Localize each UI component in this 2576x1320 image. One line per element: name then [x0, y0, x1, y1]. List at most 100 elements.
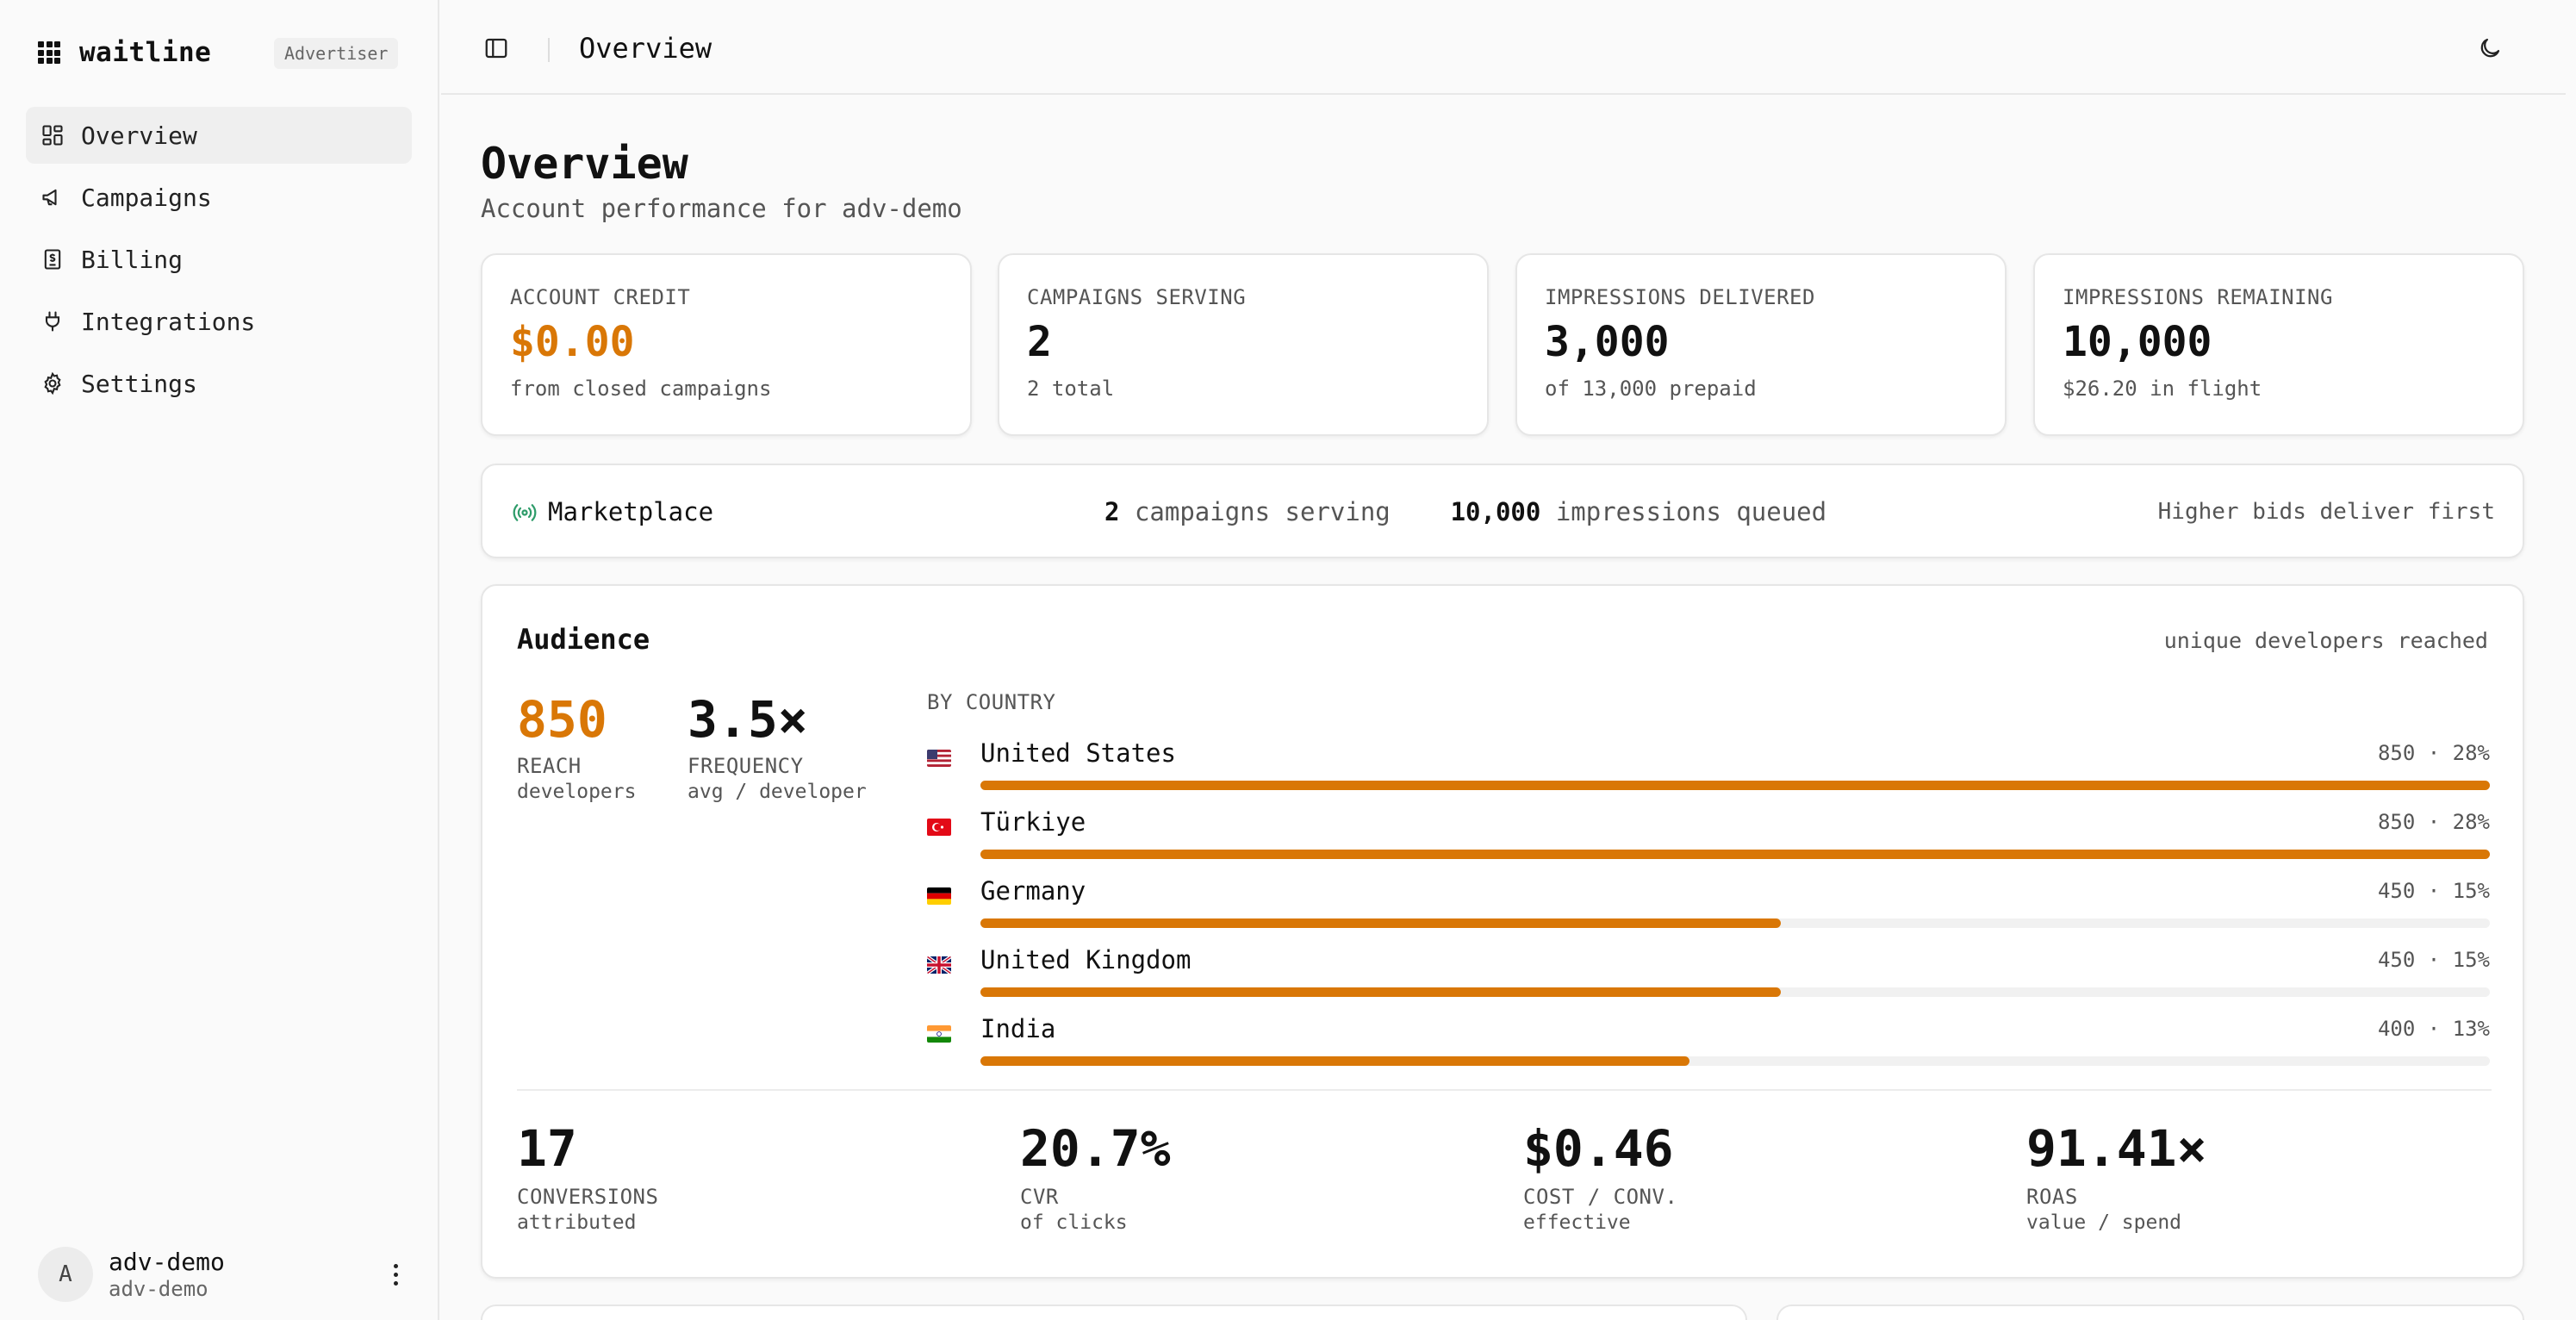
- user-profile[interactable]: A adv-demo adv-demo: [38, 1244, 408, 1304]
- kpi-sub: effective: [1523, 1211, 1631, 1234]
- receipt-icon: [40, 246, 65, 272]
- country-name: Türkiye: [980, 807, 1086, 837]
- kpi-roas: 91.41× ROAS value / spend: [2026, 1118, 2207, 1236]
- stat-sub: of 13,000 prepaid: [1545, 377, 1757, 401]
- dashboard-icon: [40, 122, 65, 148]
- kpi-cost-per-conversion: $0.46 COST / CONV. effective: [1523, 1118, 1677, 1236]
- kpi-sub: attributed: [517, 1211, 637, 1234]
- user-account: adv-demo: [109, 1277, 208, 1301]
- flag-gb-icon: [927, 956, 951, 974]
- reach-label: REACH: [517, 754, 582, 778]
- country-bar-fill: [980, 781, 2490, 790]
- header-title: Overview: [579, 32, 712, 65]
- stat-label: IMPRESSIONS DELIVERED: [1545, 285, 1815, 309]
- impressions-text: impressions queued: [1555, 497, 1827, 526]
- country-name: United Kingdom: [980, 945, 1192, 974]
- country-bar-fill: [980, 918, 1781, 928]
- country-bar-track: [980, 850, 2490, 859]
- country-bar-track: [980, 1056, 2490, 1066]
- header-divider: [548, 38, 550, 62]
- moon-icon: [2480, 38, 2500, 58]
- sidebar-item-label: Overview: [81, 121, 197, 150]
- audience-title: Audience: [517, 623, 650, 656]
- kpi-value: 91.41×: [2026, 1119, 2207, 1178]
- stat-label: ACCOUNT CREDIT: [510, 285, 691, 309]
- sidebar-item-label: Campaigns: [81, 183, 212, 212]
- country-row: Türkiye 850 · 28%: [927, 805, 2490, 874]
- kpi-label: CVR: [1020, 1185, 1059, 1209]
- brand-name: waitline: [79, 37, 212, 68]
- stat-sub: 2 total: [1027, 377, 1115, 401]
- sidebar-item-label: Integrations: [81, 307, 256, 336]
- kpi-conversions: 17 CONVERSIONS attributed: [517, 1118, 658, 1236]
- sidebar-toggle-icon: [485, 38, 507, 59]
- country-stat: 850 · 28%: [2377, 810, 2490, 834]
- megaphone-icon: [40, 184, 65, 210]
- stat-label: IMPRESSIONS REMAINING: [2063, 285, 2333, 309]
- next-card-left: [481, 1304, 1747, 1320]
- kpi-label: COST / CONV.: [1523, 1185, 1678, 1209]
- country-name: United States: [980, 738, 1176, 768]
- marketplace-card: Marketplace 2 campaigns serving 10,000 i…: [481, 464, 2524, 558]
- gear-icon: [40, 370, 65, 396]
- sidebar-item-overview[interactable]: Overview: [26, 107, 412, 164]
- country-stat: 400 · 13%: [2377, 1017, 2490, 1041]
- role-badge: Advertiser: [274, 38, 399, 69]
- sidebar-item-billing[interactable]: Billing: [26, 231, 412, 288]
- frequency-value: 3.5×: [688, 690, 808, 749]
- stat-value: 10,000: [2063, 318, 2212, 366]
- sidebar-item-label: Settings: [81, 369, 197, 398]
- country-row: United Kingdom 450 · 15%: [927, 943, 2490, 1012]
- sidebar-toggle-button[interactable]: [481, 33, 512, 64]
- broadcast-icon: [513, 504, 537, 521]
- page-subtitle: Account performance for adv-demo: [481, 194, 962, 223]
- country-row: United States 850 · 28%: [927, 736, 2490, 805]
- flag-de-icon: [927, 887, 951, 905]
- reach-value: 850: [517, 690, 607, 749]
- reach-sub: developers: [517, 781, 637, 803]
- sidebar-item-campaigns[interactable]: Campaigns: [26, 169, 412, 226]
- country-bar-track: [980, 781, 2490, 790]
- country-bar-track: [980, 918, 2490, 928]
- stat-label: CAMPAIGNS SERVING: [1027, 285, 1247, 309]
- country-row: India 400 · 13%: [927, 1012, 2490, 1080]
- impressions-count: 10,000: [1450, 497, 1541, 526]
- country-bar-track: [980, 987, 2490, 997]
- stat-value: 3,000: [1545, 318, 1670, 366]
- sidebar-item-integrations[interactable]: Integrations: [26, 293, 412, 350]
- flag-in-icon: [927, 1025, 951, 1043]
- page-title: Overview: [481, 139, 688, 189]
- country-bar-fill: [980, 1056, 1690, 1066]
- campaigns-text: campaigns serving: [1134, 497, 1391, 526]
- kpi-cvr: 20.7% CVR of clicks: [1020, 1118, 1171, 1236]
- country-bar-fill: [980, 987, 1781, 997]
- flag-us-icon: [927, 750, 951, 767]
- theme-toggle-button[interactable]: [2474, 33, 2505, 64]
- stat-card-campaigns-serving: CAMPAIGNS SERVING 2 2 total: [998, 253, 1489, 436]
- sidebar-item-settings[interactable]: Settings: [26, 355, 412, 412]
- audience-card: Audience unique developers reached 850 R…: [481, 584, 2524, 1279]
- kpi-label: CONVERSIONS: [517, 1185, 659, 1209]
- stat-card-impressions-remaining: IMPRESSIONS REMAINING 10,000 $26.20 in f…: [2033, 253, 2524, 436]
- sidebar: waitline Advertiser Overview Campaigns: [0, 0, 439, 1320]
- reach-metric: 850 REACH developers: [517, 689, 636, 805]
- plug-icon: [40, 308, 65, 334]
- sidebar-nav: Overview Campaigns Billing: [26, 107, 412, 417]
- campaigns-count: 2: [1104, 497, 1120, 526]
- kpi-label: ROAS: [2026, 1185, 2078, 1209]
- audience-divider: [517, 1089, 2492, 1091]
- marketplace-note: Higher bids deliver first: [2157, 499, 2495, 525]
- stat-value: 2: [1027, 318, 1052, 366]
- country-bar-fill: [980, 850, 2490, 859]
- more-vertical-icon[interactable]: [383, 1257, 408, 1292]
- stat-sub: from closed campaigns: [510, 377, 772, 401]
- country-row: Germany 450 · 15%: [927, 874, 2490, 943]
- kpi-value: 20.7%: [1020, 1119, 1171, 1178]
- next-card-right: [1776, 1304, 2524, 1320]
- by-country-label: BY COUNTRY: [927, 690, 1056, 714]
- avatar: A: [38, 1247, 93, 1302]
- frequency-label: FREQUENCY: [688, 754, 804, 778]
- country-stat: 450 · 15%: [2377, 948, 2490, 972]
- stat-card-account-credit: ACCOUNT CREDIT $0.00 from closed campaig…: [481, 253, 972, 436]
- brand-logo[interactable]: waitline: [38, 31, 211, 74]
